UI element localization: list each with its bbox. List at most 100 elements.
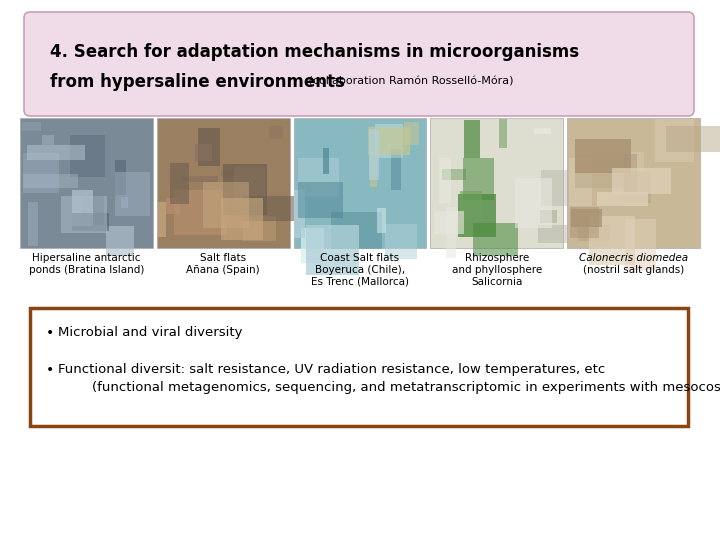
Bar — [294, 190, 305, 238]
Bar — [23, 174, 78, 188]
Bar — [431, 118, 563, 248]
Bar — [195, 144, 212, 161]
Bar — [446, 207, 456, 258]
Bar — [222, 164, 267, 215]
Bar — [625, 219, 656, 270]
Bar — [666, 126, 720, 152]
Bar — [623, 171, 651, 203]
Text: Salicornia: Salicornia — [471, 277, 523, 287]
Text: Rhizosphere: Rhizosphere — [464, 253, 529, 263]
Bar — [570, 207, 598, 238]
Bar — [472, 223, 518, 256]
Bar — [541, 170, 593, 206]
Bar — [115, 160, 127, 195]
Text: •: • — [46, 326, 54, 340]
Bar — [72, 213, 109, 231]
Text: ponds (Bratina Island): ponds (Bratina Island) — [29, 265, 144, 275]
Text: Hipersaline antarctic: Hipersaline antarctic — [32, 253, 140, 263]
Bar — [243, 196, 294, 221]
Bar — [434, 211, 464, 234]
Bar — [42, 135, 54, 145]
Bar — [377, 208, 385, 233]
Bar — [391, 150, 401, 190]
Bar — [71, 190, 93, 226]
Bar — [612, 168, 672, 194]
Bar — [197, 128, 220, 166]
FancyBboxPatch shape — [30, 308, 688, 426]
Bar — [182, 176, 217, 182]
Bar — [234, 167, 265, 202]
Bar — [370, 145, 377, 187]
Bar — [115, 172, 150, 215]
Bar — [166, 198, 180, 214]
Text: from hypersaline environments: from hypersaline environments — [50, 73, 345, 91]
Bar — [589, 216, 635, 265]
Bar — [22, 153, 59, 193]
Bar — [203, 183, 248, 228]
Text: •: • — [46, 363, 54, 377]
Text: Salt flats: Salt flats — [200, 253, 246, 263]
Bar — [438, 158, 451, 203]
Bar — [500, 119, 507, 148]
Bar — [298, 182, 343, 218]
Bar — [174, 190, 227, 235]
Bar — [22, 123, 42, 131]
Bar — [27, 145, 85, 160]
Bar — [157, 118, 289, 248]
Bar — [302, 228, 324, 263]
Text: Calonecris diomedea: Calonecris diomedea — [579, 253, 688, 263]
Bar — [384, 224, 417, 259]
Text: Es Trenc (Mallorca): Es Trenc (Mallorca) — [311, 277, 409, 287]
Bar — [538, 225, 587, 244]
Bar — [567, 118, 700, 248]
Bar — [170, 163, 189, 204]
Bar — [269, 126, 283, 139]
Bar — [626, 152, 644, 190]
Bar — [458, 193, 496, 238]
Text: Boyeruca (Chile),: Boyeruca (Chile), — [315, 265, 405, 275]
Bar — [61, 196, 107, 233]
Bar — [571, 210, 603, 227]
Bar — [221, 198, 264, 240]
Bar — [624, 154, 637, 194]
Bar — [121, 198, 128, 208]
Bar — [307, 225, 359, 275]
Text: Añana (Spain): Añana (Spain) — [186, 265, 260, 275]
Text: (functional metagenomics, sequencing, and metatranscriptomic in experiments with: (functional metagenomics, sequencing, an… — [58, 381, 720, 394]
Bar — [82, 196, 104, 225]
Bar — [515, 178, 552, 228]
Bar — [331, 212, 382, 248]
Bar — [654, 119, 694, 163]
Bar — [540, 210, 557, 222]
Bar — [404, 122, 419, 145]
Bar — [294, 118, 426, 248]
Bar — [20, 118, 153, 248]
Text: and phyllosphere: and phyllosphere — [451, 265, 542, 275]
Bar — [577, 225, 610, 241]
Bar — [221, 170, 243, 176]
Bar — [441, 168, 466, 180]
Bar — [575, 139, 631, 173]
Bar — [323, 148, 330, 174]
FancyBboxPatch shape — [24, 12, 694, 116]
Text: 4. Search for adaptation mechanisms in microorganisms: 4. Search for adaptation mechanisms in m… — [50, 43, 579, 61]
Bar — [158, 202, 166, 237]
Bar — [369, 129, 379, 180]
Bar — [29, 202, 38, 246]
Bar — [368, 127, 410, 155]
Bar — [570, 158, 592, 206]
Bar — [459, 191, 482, 220]
Text: Functional diversit: salt resistance, UV radiation resistance, low temperatures,: Functional diversit: salt resistance, UV… — [58, 363, 606, 376]
Text: Coast Salt flats: Coast Salt flats — [320, 253, 400, 263]
Text: Microbial and viral diversity: Microbial and viral diversity — [58, 326, 243, 339]
Bar — [298, 158, 339, 198]
Bar — [243, 215, 276, 241]
Bar — [464, 119, 480, 158]
Bar — [575, 153, 626, 188]
Bar — [107, 226, 134, 256]
Bar — [375, 124, 403, 158]
Bar — [534, 128, 551, 134]
Text: (nostril salt glands): (nostril salt glands) — [583, 265, 684, 275]
Text: (collaboration Ramón Rosselló-Móra): (collaboration Ramón Rosselló-Móra) — [305, 77, 513, 87]
Bar — [464, 158, 494, 200]
